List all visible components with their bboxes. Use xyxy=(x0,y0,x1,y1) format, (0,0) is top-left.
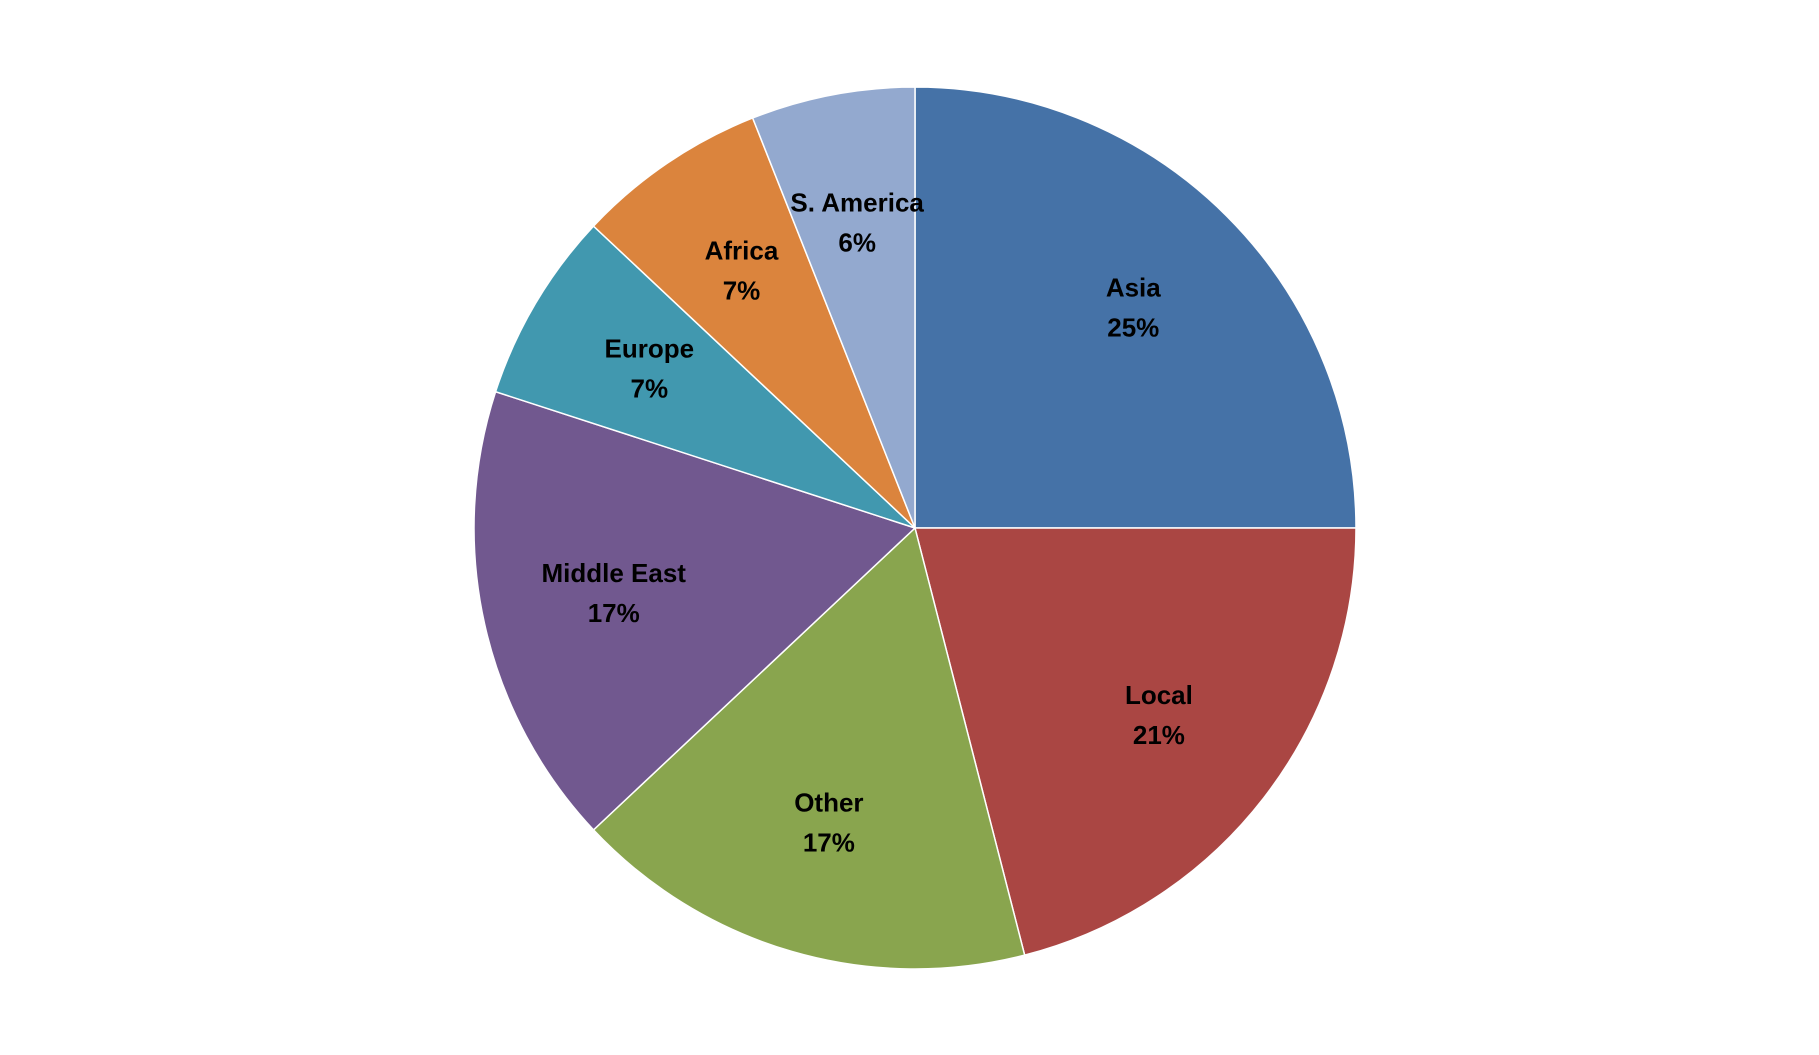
slice-value-label: 7% xyxy=(630,374,668,404)
pie-slice xyxy=(751,86,916,529)
slice-value-label: 21% xyxy=(1133,720,1185,750)
slice-value-label: 17% xyxy=(588,598,640,628)
slice-value-label: 7% xyxy=(723,276,761,306)
pie-slice xyxy=(473,390,917,831)
slice-value-label: 17% xyxy=(803,827,855,857)
pie-slice xyxy=(914,86,1357,529)
pie-slice xyxy=(592,116,916,529)
slice-value-label: 25% xyxy=(1107,313,1159,343)
slice-label: S. America xyxy=(790,188,924,218)
slice-value-label: 6% xyxy=(838,228,876,258)
slice-label: Other xyxy=(794,787,863,817)
slice-label: Middle East xyxy=(541,558,686,588)
slice-label: Asia xyxy=(1106,273,1161,303)
pie-slice xyxy=(592,526,1026,970)
pie-slice xyxy=(914,527,1357,957)
slice-label: Africa xyxy=(705,236,779,266)
slice-label: Local xyxy=(1125,680,1193,710)
slice-label: Europe xyxy=(604,334,694,364)
pie-slice xyxy=(494,225,916,529)
